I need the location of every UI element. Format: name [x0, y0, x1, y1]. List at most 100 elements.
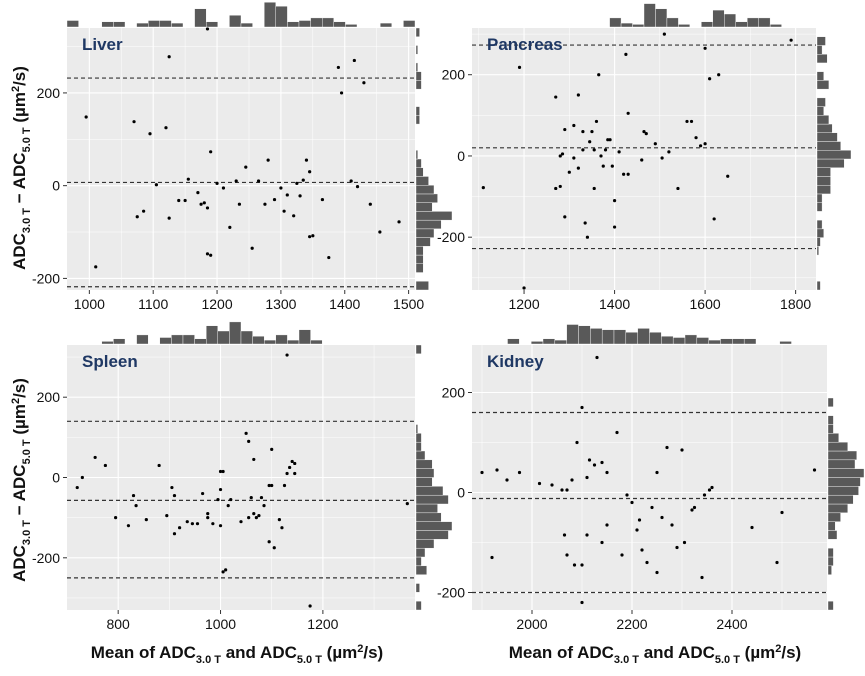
top-histogram-bar — [147, 20, 160, 28]
data-point — [339, 91, 344, 95]
data-point — [234, 179, 238, 183]
panel-title-liver: Liver — [82, 35, 123, 54]
data-point — [622, 172, 626, 176]
right-histogram-bar — [415, 246, 424, 256]
top-histogram-bar — [655, 8, 668, 28]
data-point — [221, 570, 225, 574]
data-point — [595, 355, 599, 360]
data-point — [224, 568, 228, 572]
right-histogram-bar — [415, 556, 422, 567]
data-point — [216, 497, 220, 502]
top-histogram-bar — [240, 330, 253, 345]
panel-background — [472, 345, 827, 610]
data-point — [620, 553, 624, 557]
top-histogram-bar — [264, 2, 277, 28]
data-point — [597, 73, 601, 77]
data-point — [257, 514, 261, 518]
data-point — [580, 600, 584, 605]
top-histogram-bar — [322, 17, 335, 28]
data-point — [144, 518, 148, 522]
data-point — [84, 115, 88, 119]
top-histogram-bar — [542, 338, 556, 345]
top-histogram-bar — [643, 3, 656, 28]
top-histogram-bar — [217, 330, 230, 345]
top-histogram-bar — [637, 328, 650, 345]
data-point — [295, 181, 299, 185]
top-histogram-bar — [182, 334, 195, 345]
right-histogram-bar — [415, 106, 420, 116]
data-point — [218, 469, 223, 474]
right-histogram-bar — [827, 397, 834, 408]
data-point — [259, 495, 264, 500]
data-point — [397, 220, 401, 224]
data-point — [588, 140, 592, 144]
data-point — [707, 488, 712, 492]
data-point — [304, 158, 309, 162]
right-histogram-bar — [415, 237, 431, 247]
data-point — [262, 504, 266, 508]
top-histogram-bar — [601, 329, 615, 345]
data-point — [592, 463, 597, 467]
data-point — [292, 214, 296, 218]
right-histogram-bar — [827, 503, 848, 514]
data-point — [580, 563, 584, 567]
data-point — [592, 186, 596, 191]
right-histogram-bar — [827, 547, 834, 558]
x-tick-label: 800 — [106, 616, 130, 632]
data-point — [270, 447, 274, 451]
data-point — [308, 170, 312, 174]
data-point — [280, 526, 284, 530]
top-histogram-bar — [708, 339, 721, 345]
right-histogram-bar — [415, 167, 424, 177]
data-point — [563, 215, 567, 219]
top-histogram-bar — [345, 24, 358, 28]
data-point — [601, 164, 605, 168]
data-point — [131, 493, 136, 498]
data-point — [199, 202, 203, 206]
right-histogram-bar — [415, 521, 453, 531]
data-point — [368, 202, 372, 206]
x-tick-label: 2000 — [516, 616, 547, 632]
top-histogram-bar — [136, 334, 149, 345]
data-point — [640, 548, 644, 552]
right-histogram-bar — [816, 228, 825, 238]
top-histogram-bar — [613, 329, 627, 345]
data-point — [114, 516, 118, 520]
data-point — [378, 230, 382, 234]
data-point — [610, 164, 614, 168]
top-histogram-bar — [735, 21, 748, 28]
data-point — [308, 604, 312, 608]
top-histogram-bar — [113, 21, 126, 28]
data-point — [700, 575, 704, 580]
right-histogram-bar — [415, 459, 433, 469]
data-point — [206, 512, 210, 516]
top-histogram-bar — [380, 22, 393, 28]
right-histogram-bar — [816, 36, 826, 46]
data-point — [293, 471, 297, 476]
top-histogram-bar — [101, 21, 114, 28]
right-histogram-bar — [816, 237, 821, 247]
right-histogram-bar — [415, 193, 438, 203]
data-point — [157, 463, 161, 468]
top-histogram-bar — [724, 13, 736, 28]
data-point — [282, 209, 286, 213]
right-histogram-bar — [816, 123, 833, 133]
data-point — [600, 460, 604, 465]
data-point — [252, 512, 256, 516]
top-histogram-bar — [171, 334, 184, 345]
top-histogram-bar — [287, 21, 300, 28]
data-point — [221, 186, 226, 190]
data-point — [570, 478, 574, 482]
data-point — [689, 119, 694, 124]
top-histogram-bar — [113, 338, 126, 345]
right-histogram-bar — [415, 45, 418, 55]
x-tick-label: 1400 — [599, 296, 630, 312]
y-tick-label: 200 — [37, 389, 61, 405]
data-point — [80, 475, 84, 480]
data-point — [587, 458, 592, 462]
x-axis-title-left: Mean of ADC3.0 T and ADC5.0 T (µm2/s) — [91, 643, 383, 666]
data-point — [563, 127, 567, 132]
data-point — [660, 515, 664, 520]
